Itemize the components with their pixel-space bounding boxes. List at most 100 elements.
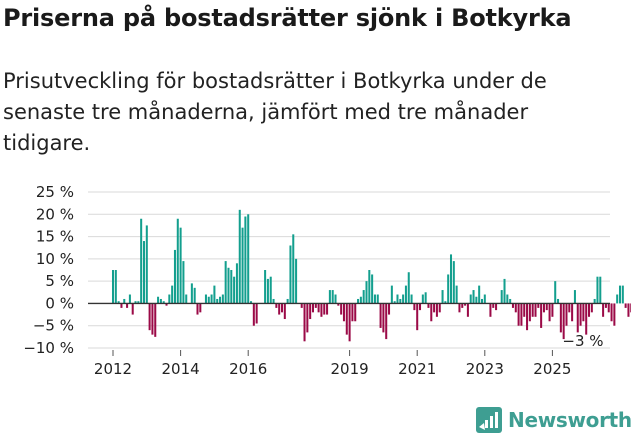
bar [235, 263, 238, 304]
bar [500, 290, 503, 304]
bar [283, 303, 286, 320]
bar [250, 301, 253, 304]
newsworthy-logo-text: Newsworthy [508, 408, 631, 432]
bar [427, 303, 430, 308]
bar [264, 270, 267, 304]
bar [509, 298, 512, 304]
bar [461, 303, 464, 308]
bar [441, 290, 444, 304]
bar [407, 272, 410, 304]
bar [537, 303, 540, 308]
bar [111, 270, 115, 304]
bar [151, 303, 154, 335]
bar [362, 290, 365, 304]
bar [272, 298, 275, 304]
x-tick-label: 2012 [94, 360, 132, 378]
bar [114, 270, 117, 304]
y-tick-label: −10 % [23, 339, 74, 357]
bar [171, 285, 174, 304]
bar [613, 303, 616, 326]
bar [590, 303, 593, 313]
bar [503, 278, 506, 304]
newsworthy-logo: Newsworthy [476, 407, 631, 433]
bar [419, 303, 422, 311]
bar [421, 294, 424, 304]
bar [464, 303, 467, 306]
bar [388, 303, 391, 315]
bar [207, 296, 210, 304]
bar [599, 276, 602, 304]
bar [286, 298, 289, 304]
bar [230, 270, 233, 304]
bar [140, 218, 143, 304]
bar [348, 303, 351, 342]
bar [376, 294, 379, 304]
bar [542, 303, 545, 313]
bar [295, 258, 298, 304]
bar [159, 298, 162, 304]
bar [475, 296, 478, 304]
bar [247, 214, 250, 304]
bar [559, 303, 562, 333]
bar [506, 294, 509, 304]
bar [323, 303, 326, 315]
bar [345, 303, 348, 335]
bar [526, 303, 529, 331]
bar [373, 294, 376, 304]
bar [523, 303, 526, 317]
bar [495, 303, 498, 311]
bar [444, 301, 447, 304]
bar [173, 249, 176, 304]
bar [213, 285, 216, 304]
bar [489, 303, 492, 317]
bar [393, 301, 396, 304]
bar [382, 303, 385, 333]
bar [472, 290, 475, 304]
chart-title: Priserna på bostadsrätter sjönk i Botkyr… [3, 4, 572, 32]
bar [410, 294, 413, 304]
bar [469, 294, 472, 304]
bar [337, 303, 340, 306]
bar [131, 303, 134, 315]
bar [390, 285, 393, 304]
bar [413, 303, 416, 311]
bar [447, 274, 450, 304]
bar [540, 303, 543, 328]
bar [435, 303, 438, 317]
bar [154, 303, 157, 337]
bar [466, 303, 469, 317]
bar [233, 276, 236, 304]
bar-chart: 25 % 20 % 15 % 10 % 5 % 0 % −5 % −10 % 2012 2014 2… [23, 183, 631, 378]
bar [365, 281, 368, 304]
bar [548, 303, 551, 322]
bar [480, 298, 483, 304]
chart-subtitle: Prisutveckling för bostadsrätter i Botky… [3, 69, 547, 155]
bar [275, 303, 278, 308]
bar [354, 303, 357, 322]
bar [309, 303, 312, 320]
bar [168, 294, 171, 304]
bar [593, 298, 596, 304]
bar [314, 303, 317, 308]
bar [455, 285, 458, 304]
bar [452, 261, 455, 304]
bar [204, 294, 207, 304]
bar [179, 227, 182, 304]
bar [219, 296, 222, 304]
bar [278, 303, 281, 315]
y-tick-label: 5 % [45, 272, 74, 290]
bar [185, 294, 188, 304]
bar [545, 303, 548, 311]
bar [534, 303, 537, 317]
bar [430, 303, 433, 322]
bar [241, 227, 244, 304]
bar [359, 296, 362, 304]
bar [142, 241, 145, 304]
bar [565, 303, 568, 326]
bar [196, 303, 199, 315]
bar [624, 303, 627, 308]
x-tick-label: 2019 [331, 360, 369, 378]
bar [576, 303, 579, 333]
bar [331, 290, 334, 304]
bar [551, 303, 554, 317]
